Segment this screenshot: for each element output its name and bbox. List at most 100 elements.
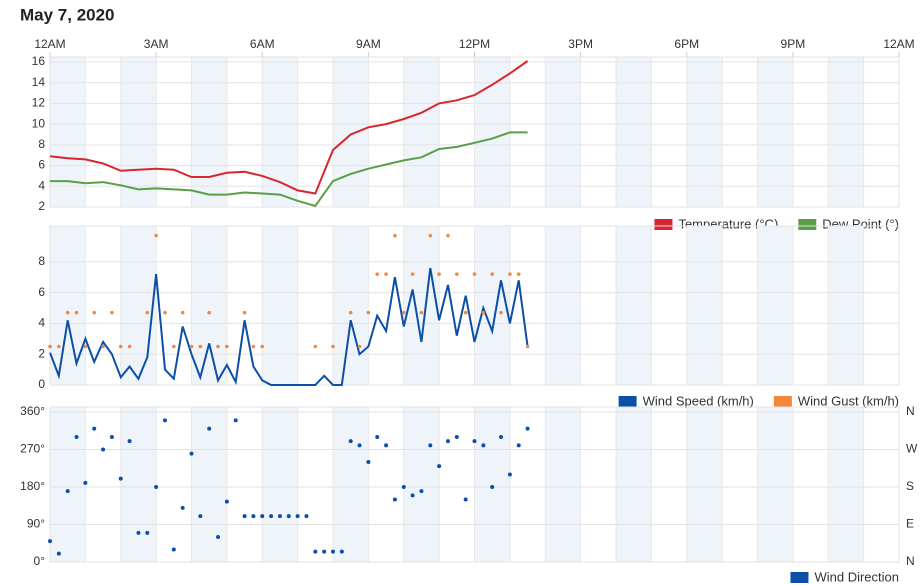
point <box>455 272 459 276</box>
hour-band <box>50 226 86 385</box>
hour-band <box>616 57 652 207</box>
point <box>74 435 79 439</box>
point <box>419 310 424 315</box>
legend-label: Wind Speed (km/h) <box>643 393 754 408</box>
point <box>251 514 256 519</box>
x-tick-label: 6AM <box>250 37 275 51</box>
point <box>224 499 229 504</box>
point <box>392 497 397 502</box>
legend: Wind Direction <box>790 569 899 584</box>
point <box>393 233 397 238</box>
y-tick-label: 90° <box>27 517 45 531</box>
point <box>48 539 52 544</box>
hour-band <box>403 57 440 207</box>
point <box>260 514 265 519</box>
point <box>428 443 433 448</box>
x-tick-label: 12PM <box>459 37 490 51</box>
hour-band <box>50 57 86 207</box>
point <box>216 344 220 349</box>
legend-label: Wind Gust (km/h) <box>798 393 899 408</box>
point <box>225 344 229 349</box>
hour-band <box>262 226 298 385</box>
y-tick-label: 14 <box>32 75 46 89</box>
point <box>375 435 380 439</box>
point <box>251 344 256 349</box>
point <box>189 344 194 349</box>
y-tick-label: 6 <box>38 158 45 172</box>
hour-band <box>545 226 581 385</box>
point <box>163 310 167 315</box>
series-line <box>49 267 529 386</box>
y2-tick-label: S <box>906 479 914 493</box>
x-tick-label: 12AM <box>34 37 65 51</box>
point <box>348 439 353 444</box>
point <box>322 549 327 554</box>
point <box>207 426 212 431</box>
x-tick-label: 6PM <box>674 37 699 51</box>
point <box>57 344 61 349</box>
hour-band <box>191 57 227 207</box>
y-tick-label: 16 <box>32 54 46 68</box>
point <box>437 272 441 276</box>
hour-band <box>545 57 581 207</box>
y2-tick-label: W <box>906 442 918 456</box>
point <box>313 549 318 554</box>
point <box>171 547 176 552</box>
point <box>145 530 150 535</box>
point <box>525 344 530 349</box>
point <box>162 418 167 423</box>
legend: Wind Gust (km/h) Wind Speed (km/h) <box>618 393 899 408</box>
point <box>446 233 450 238</box>
point <box>65 310 70 315</box>
point <box>198 514 203 519</box>
hour-band <box>828 407 864 562</box>
hour-band <box>828 57 864 207</box>
point <box>136 530 141 535</box>
hour-band <box>474 407 510 562</box>
hour-band <box>262 57 298 207</box>
point <box>419 489 424 494</box>
hour-band <box>474 57 510 207</box>
y-tick-label: 2 <box>38 346 45 360</box>
hour-band <box>120 57 157 207</box>
point <box>189 451 194 456</box>
point <box>92 426 97 431</box>
hour-band <box>686 407 723 562</box>
point <box>286 514 291 519</box>
point <box>118 344 123 349</box>
point <box>366 310 371 315</box>
point <box>56 551 61 556</box>
point <box>154 233 158 238</box>
point <box>472 439 477 444</box>
series-line <box>49 60 529 195</box>
x-tick-label: 3PM <box>568 37 593 51</box>
x-tick-label: 12AM <box>883 37 914 51</box>
point <box>269 514 274 519</box>
point <box>304 514 309 519</box>
point <box>92 310 97 315</box>
point <box>339 549 344 554</box>
hour-band <box>828 226 864 385</box>
point <box>233 418 238 423</box>
y-tick-label: 270° <box>20 442 45 456</box>
y-tick-label: 0° <box>34 554 46 568</box>
point <box>507 472 512 477</box>
hour-band <box>120 407 157 562</box>
point <box>401 310 406 315</box>
point <box>384 443 389 448</box>
y-tick-label: 2 <box>38 199 45 213</box>
hour-band <box>757 57 793 207</box>
point <box>74 310 79 315</box>
page-title: May 7, 2020 <box>20 5 115 24</box>
hour-band <box>191 226 227 385</box>
point <box>295 514 300 519</box>
y-tick-label: 10 <box>32 116 46 130</box>
y-tick-label: 8 <box>38 137 45 151</box>
point <box>454 435 459 439</box>
point <box>110 310 114 315</box>
legend-swatch <box>790 572 809 583</box>
point <box>101 447 106 452</box>
point <box>463 310 468 315</box>
point <box>516 443 521 448</box>
